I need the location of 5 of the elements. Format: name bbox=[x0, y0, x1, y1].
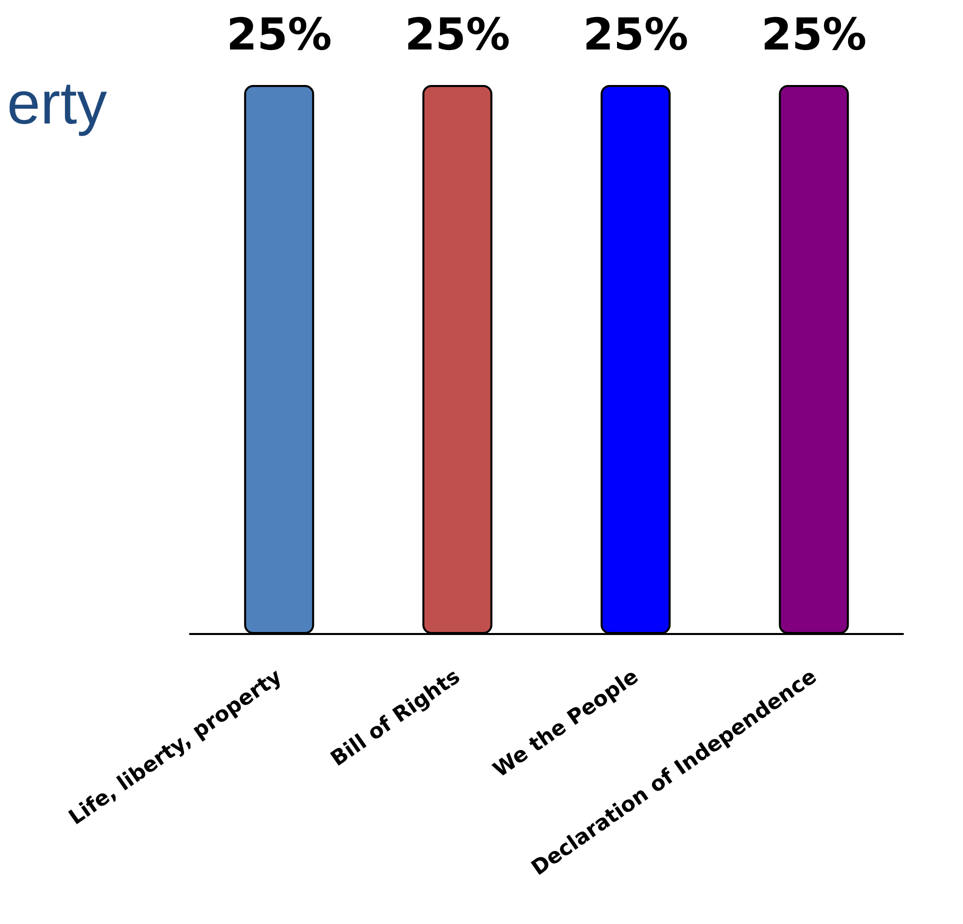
data-label: 25% bbox=[582, 10, 688, 60]
chart-title: erty bbox=[7, 70, 108, 136]
data-label: 25% bbox=[226, 10, 332, 60]
data-label: 25% bbox=[404, 10, 510, 60]
data-label: 25% bbox=[761, 10, 867, 60]
